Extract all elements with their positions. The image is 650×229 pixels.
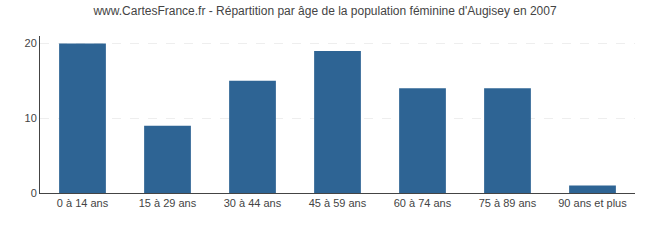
svg-text:15 à 29 ans: 15 à 29 ans [139,197,197,209]
svg-text:75 à 89 ans: 75 à 89 ans [479,197,537,209]
svg-text:20: 20 [25,37,37,49]
svg-text:45 à 59 ans: 45 à 59 ans [309,197,367,209]
svg-text:60 à 74 ans: 60 à 74 ans [394,197,452,209]
svg-text:30 à 44 ans: 30 à 44 ans [224,197,282,209]
svg-text:10: 10 [25,112,37,124]
svg-text:www.CartesFrance.fr - Répartit: www.CartesFrance.fr - Répartition par âg… [92,4,557,18]
svg-text:90 ans et plus: 90 ans et plus [558,197,627,209]
svg-text:0 à 14 ans: 0 à 14 ans [57,197,109,209]
svg-text:0: 0 [31,187,37,199]
